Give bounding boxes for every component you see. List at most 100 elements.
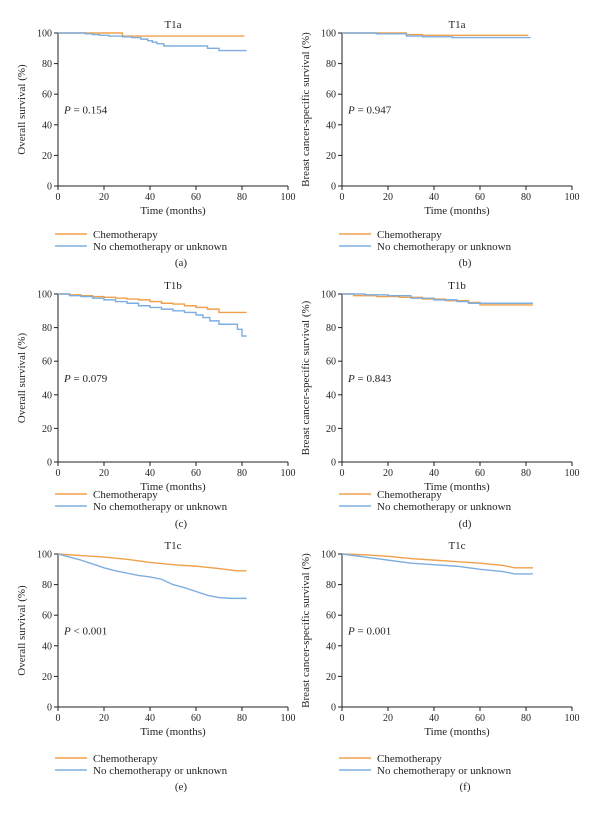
y-axis-label: Breast cancer-specific survival (%) [300,553,312,708]
y-tick-label: 40 [42,390,52,401]
y-axis-label: Overall survival (%) [16,64,28,155]
y-axis-label: Breast cancer-specific survival (%) [300,32,312,187]
y-tick-label: 20 [42,424,52,435]
y-tick-label: 0 [331,703,336,714]
y-tick-label: 100 [37,290,52,301]
legend-label: No chemotherapy or unknown [377,765,512,777]
series-line-chemotherapy [341,553,533,569]
p-value-annotation: P = 0.001 [347,626,391,638]
x-tick-label: 100 [281,468,296,479]
legend-label: No chemotherapy or unknown [377,501,512,513]
y-tick-label: 0 [47,182,52,193]
legend-label: No chemotherapy or unknown [93,501,228,513]
p-value-annotation: P = 0.154 [63,105,108,117]
x-tick-label: 80 [521,192,531,203]
chart-panel-2: T1a 0 20 40 60 80 100 0 20 40 60 80 100 Time (months)… [300,19,580,269]
y-tick-label: 0 [331,458,336,469]
series-line-chemotherapy [58,293,247,314]
x-tick-label: 60 [475,713,485,724]
y-tick-label: 80 [42,580,52,591]
x-tick-label: 100 [565,468,580,479]
y-tick-label: 100 [321,550,336,561]
p-value-annotation: P = 0.947 [347,105,392,117]
series-line-no-chemotherapy [58,293,247,337]
y-tick-label: 60 [326,90,336,101]
panel-label: (b) [459,257,472,269]
y-tick-label: 80 [326,59,336,70]
x-tick-label: 20 [99,468,109,479]
x-tick-label: 40 [145,192,155,203]
chart-title: T1b [448,280,466,292]
panel-label: (a) [175,257,188,269]
x-tick-label: 0 [340,192,345,203]
x-tick-label: 100 [281,713,296,724]
legend-label: No chemotherapy or unknown [377,241,512,253]
y-tick-label: 100 [37,29,52,40]
x-axis-label: Time (months) [424,726,490,738]
x-tick-label: 100 [281,192,296,203]
series-line-no-chemotherapy [342,293,533,304]
y-axis-label: Overall survival (%) [16,585,28,676]
x-axis-label: Time (months) [140,205,206,217]
x-tick-label: 20 [99,713,109,724]
x-tick-label: 20 [383,713,393,724]
y-tick-label: 60 [326,357,336,368]
chart-title: T1a [164,19,181,31]
x-tick-label: 80 [237,468,247,479]
x-tick-label: 60 [475,468,485,479]
y-tick-label: 20 [326,151,336,162]
series-line-no-chemotherapy [58,32,247,52]
x-tick-label: 80 [237,192,247,203]
panel-label: (d) [459,518,472,530]
x-tick-label: 20 [383,468,393,479]
x-tick-label: 20 [383,192,393,203]
x-tick-label: 100 [565,713,580,724]
y-tick-label: 20 [42,151,52,162]
y-tick-label: 20 [326,672,336,683]
y-tick-label: 100 [321,29,336,40]
x-tick-label: 0 [56,468,61,479]
chart-panel-1: T1a 0 20 40 60 80 100 0 20 40 60 80 100 Time (months)… [16,19,296,269]
panel-label: (e) [175,781,188,793]
legend-label: No chemotherapy or unknown [93,241,228,253]
legend-label: Chemotherapy [377,753,442,765]
x-tick-label: 80 [237,713,247,724]
p-value-annotation: P = 0.079 [63,373,108,385]
x-axis-label: Time (months) [424,205,490,217]
x-tick-label: 0 [56,713,61,724]
chart-title: T1a [448,19,465,31]
panel-label: (f) [460,781,471,793]
panel-label: (c) [175,518,188,530]
x-tick-label: 0 [56,192,61,203]
chart-panel-4: T1b 0 20 40 60 80 100 0 20 40 60 80 100 Time (months)… [300,280,580,530]
x-tick-label: 100 [565,192,580,203]
y-tick-label: 80 [42,59,52,70]
y-tick-label: 40 [326,390,336,401]
legend-label: Chemotherapy [377,229,442,241]
chart-title: T1c [448,540,465,552]
x-tick-label: 40 [429,713,439,724]
p-value-annotation: P < 0.001 [63,626,107,638]
y-tick-label: 80 [326,580,336,591]
y-tick-label: 60 [326,611,336,622]
x-tick-label: 20 [99,192,109,203]
x-tick-label: 60 [191,713,201,724]
chart-title: T1b [164,280,182,292]
chart-panel-6: T1c 0 20 40 60 80 100 0 20 40 60 80 100 Time (months)… [300,540,580,793]
y-tick-label: 0 [47,458,52,469]
series-line-no-chemotherapy [57,553,247,600]
legend-label: Chemotherapy [93,229,158,241]
y-tick-label: 60 [42,357,52,368]
y-tick-label: 40 [42,120,52,131]
y-tick-label: 80 [326,323,336,334]
series-line-no-chemotherapy [342,32,531,39]
legend-label: No chemotherapy or unknown [93,765,228,777]
x-tick-label: 0 [340,713,345,724]
x-tick-label: 40 [429,192,439,203]
y-tick-label: 80 [42,323,52,334]
x-tick-label: 60 [191,192,201,203]
y-tick-label: 40 [326,120,336,131]
x-axis-label: Time (months) [140,481,206,493]
x-tick-label: 40 [145,468,155,479]
